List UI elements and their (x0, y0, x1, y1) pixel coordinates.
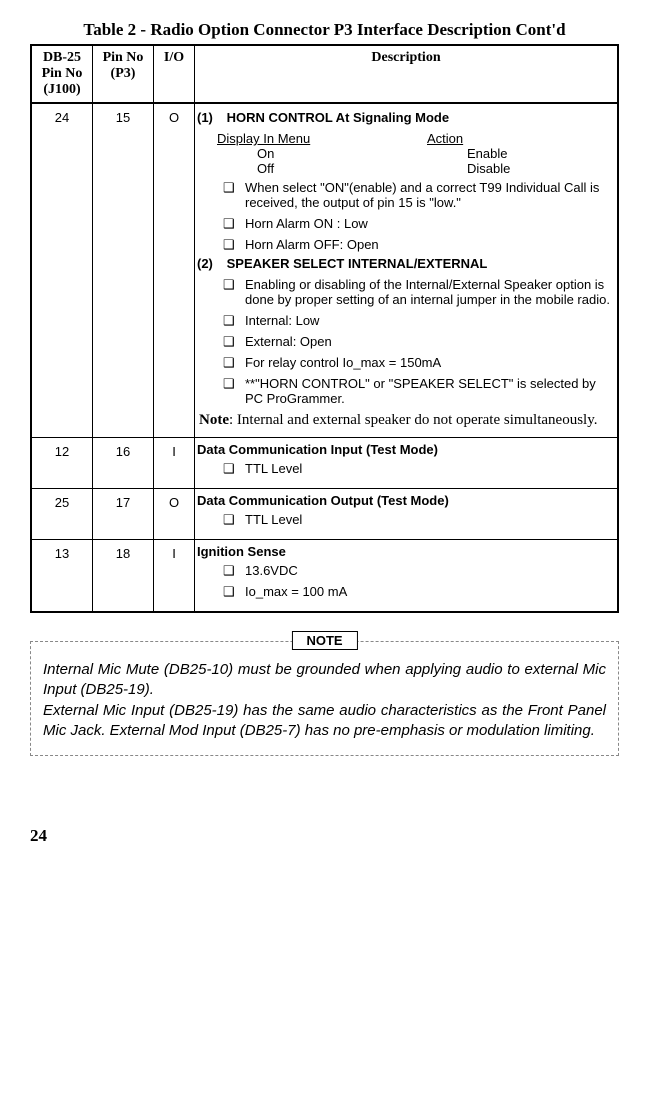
cell-p3: 16 (93, 438, 154, 489)
bullet-list: TTL Level (197, 512, 611, 527)
cell-io: I (154, 438, 195, 489)
note-paragraph: External Mic Input (DB25-19) has the sam… (43, 701, 606, 742)
list-item: External: Open (223, 334, 611, 349)
cell-p3: 17 (93, 489, 154, 540)
note-label: Note (199, 412, 229, 428)
inline-note: Note: Internal and external speaker do n… (197, 412, 611, 429)
list-item: When select "ON"(enable) and a correct T… (223, 180, 611, 210)
header-desc: Description (195, 45, 619, 103)
cell-db25: 25 (31, 489, 93, 540)
cell-desc: Ignition Sense 13.6VDC Io_max = 100 mA (195, 540, 619, 613)
note-text: : Internal and external speaker do not o… (229, 412, 597, 428)
cell-p3: 15 (93, 103, 154, 438)
menu-header-left: Display In Menu (217, 131, 427, 146)
section-title: SPEAKER SELECT INTERNAL/EXTERNAL (227, 256, 611, 271)
cell-db25: 24 (31, 103, 93, 438)
row-heading: Data Communication Output (Test Mode) (197, 493, 611, 508)
table-row: 12 16 I Data Communication Input (Test M… (31, 438, 618, 489)
table-row: 13 18 I Ignition Sense 13.6VDC Io_max = … (31, 540, 618, 613)
header-p3: Pin No (P3) (93, 45, 154, 103)
row-heading: Data Communication Input (Test Mode) (197, 442, 611, 457)
menu-cell: Disable (467, 161, 587, 176)
cell-db25: 13 (31, 540, 93, 613)
table-title: Table 2 - Radio Option Connector P3 Inte… (30, 20, 619, 40)
pin-table: DB-25 Pin No (J100) Pin No (P3) I/O Desc… (30, 44, 619, 613)
list-item: 13.6VDC (223, 563, 611, 578)
list-item: Io_max = 100 mA (223, 584, 611, 599)
header-db25: DB-25 Pin No (J100) (31, 45, 93, 103)
table-row: 24 15 O (1) HORN CONTROL At Signaling Mo… (31, 103, 618, 438)
menu-header-right: Action (427, 131, 547, 146)
section-title: HORN CONTROL At Signaling Mode (227, 110, 611, 125)
menu-cell: On (217, 146, 467, 161)
note-box-label: NOTE (291, 631, 357, 650)
note-paragraph: Internal Mic Mute (DB25-10) must be grou… (43, 660, 606, 701)
table-row: 25 17 O Data Communication Output (Test … (31, 489, 618, 540)
section-number: (2) (197, 256, 223, 271)
note-box: NOTE Internal Mic Mute (DB25-10) must be… (30, 641, 619, 756)
cell-io: O (154, 489, 195, 540)
list-item: For relay control Io_max = 150mA (223, 355, 611, 370)
cell-io: I (154, 540, 195, 613)
list-item: Internal: Low (223, 313, 611, 328)
cell-p3: 18 (93, 540, 154, 613)
page-number: 24 (30, 826, 619, 846)
header-io: I/O (154, 45, 195, 103)
list-item: TTL Level (223, 512, 611, 527)
cell-db25: 12 (31, 438, 93, 489)
list-item: Horn Alarm ON : Low (223, 216, 611, 231)
cell-desc: Data Communication Input (Test Mode) TTL… (195, 438, 619, 489)
bullet-list: Enabling or disabling of the Internal/Ex… (197, 277, 611, 406)
cell-desc: (1) HORN CONTROL At Signaling Mode Displ… (195, 103, 619, 438)
cell-io: O (154, 103, 195, 438)
menu-cell: Enable (467, 146, 587, 161)
bullet-list: 13.6VDC Io_max = 100 mA (197, 563, 611, 599)
list-item: Enabling or disabling of the Internal/Ex… (223, 277, 611, 307)
bullet-list: When select "ON"(enable) and a correct T… (197, 180, 611, 252)
cell-desc: Data Communication Output (Test Mode) TT… (195, 489, 619, 540)
list-item: **"HORN CONTROL" or "SPEAKER SELECT" is … (223, 376, 611, 406)
bullet-list: TTL Level (197, 461, 611, 476)
section-number: (1) (197, 110, 223, 125)
row-heading: Ignition Sense (197, 544, 611, 559)
list-item: Horn Alarm OFF: Open (223, 237, 611, 252)
menu-cell: Off (217, 161, 467, 176)
list-item: TTL Level (223, 461, 611, 476)
